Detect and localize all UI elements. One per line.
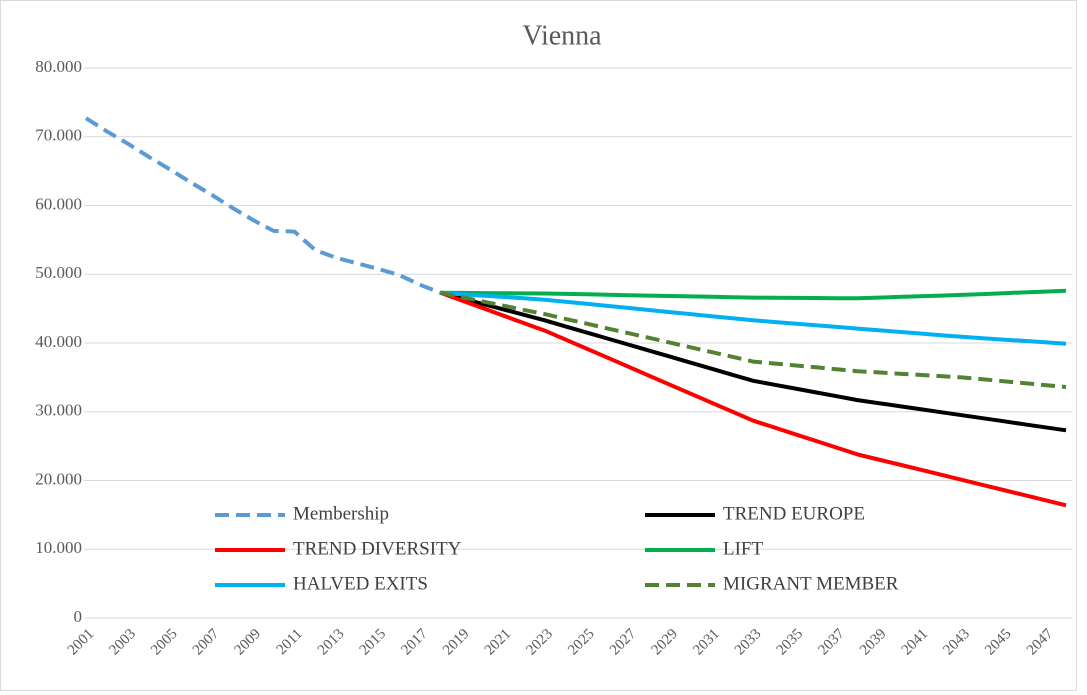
legend: Membership TREND EUROPE TREND DIVERSITY LIF… <box>215 503 899 594</box>
chart-title: Vienna <box>522 20 602 51</box>
legend-label: HALVED EXITS <box>293 573 428 594</box>
y-tick-label: 30.000 <box>35 401 82 420</box>
y-tick-label: 40.000 <box>35 332 82 351</box>
y-tick-label: 20.000 <box>35 469 82 488</box>
y-tick-label: 80.000 <box>35 57 82 76</box>
y-tick-label: 50.000 <box>35 263 82 282</box>
series-line <box>440 290 1067 389</box>
legend-label: LIFT <box>723 538 764 559</box>
series-line <box>439 290 1067 433</box>
legend-label: Membership <box>293 503 389 524</box>
series-line <box>440 290 1067 346</box>
legend-label: TREND EUROPE <box>723 503 865 524</box>
y-tick-label: 0 <box>74 607 83 626</box>
series-line <box>440 288 1067 301</box>
legend-label: MIGRANT MEMBER <box>723 573 899 594</box>
y-tick-label: 60.000 <box>35 194 82 213</box>
series-line <box>439 290 1067 508</box>
series-line <box>84 116 442 295</box>
legend-label: TREND DIVERSITY <box>293 538 462 559</box>
y-tick-label: 10.000 <box>35 538 82 557</box>
y-tick-label: 70.000 <box>35 126 82 145</box>
